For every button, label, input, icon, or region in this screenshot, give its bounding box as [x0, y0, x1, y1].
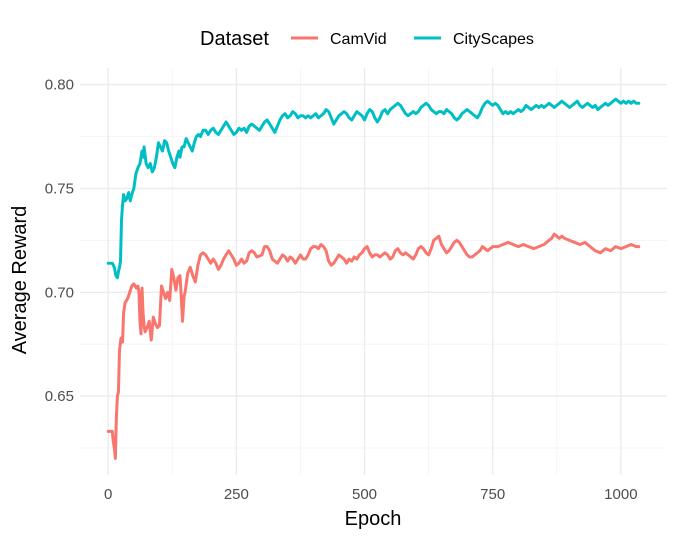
y-tick-label: 0.80 — [45, 77, 74, 94]
x-tick-label: 0 — [104, 486, 112, 503]
x-tick-label: 750 — [480, 486, 505, 503]
y-tick-label: 0.70 — [45, 284, 74, 301]
x-tick-label: 1000 — [604, 486, 637, 503]
legend-label-camvid: CamVid — [330, 31, 387, 48]
x-axis-title: Epoch — [345, 508, 402, 530]
x-axis-ticks: 0 250 500 750 1000 — [104, 486, 638, 503]
legend-title: Dataset — [200, 28, 269, 50]
series-lines — [106, 97, 641, 460]
x-tick-label: 250 — [224, 486, 249, 503]
series-line-cityscapes — [106, 97, 641, 280]
x-tick-label: 500 — [352, 486, 377, 503]
y-axis-title: Average Reward — [9, 206, 31, 355]
series-line-camvid — [106, 232, 641, 460]
y-axis-ticks: 0.65 0.70 0.75 0.80 — [45, 77, 74, 405]
y-tick-label: 0.75 — [45, 180, 74, 197]
y-tick-label: 0.65 — [45, 388, 74, 405]
legend-label-cityscapes: CityScapes — [453, 31, 534, 48]
grid — [80, 68, 667, 475]
legend: Dataset CamVid CityScapes — [200, 28, 534, 50]
